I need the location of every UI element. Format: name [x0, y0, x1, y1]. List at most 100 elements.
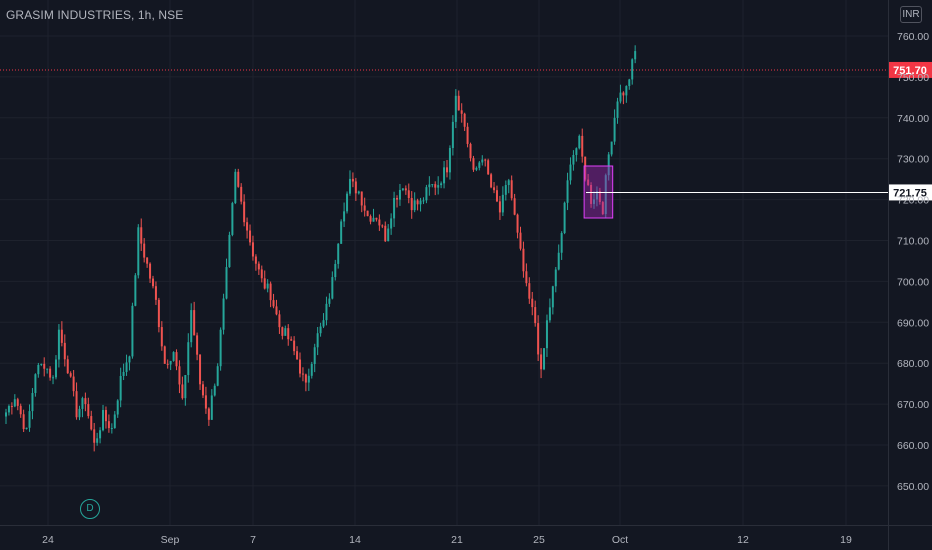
candle: [384, 221, 387, 242]
candle: [152, 275, 154, 289]
candle: [548, 298, 551, 323]
candle: [448, 145, 451, 180]
candle: [545, 314, 548, 357]
candle: [52, 375, 55, 385]
candle: [472, 155, 475, 172]
candle: [110, 423, 113, 434]
candle: [310, 361, 313, 379]
candle: [25, 427, 28, 430]
candle: [216, 363, 219, 387]
candle: [481, 155, 484, 166]
candle: [543, 348, 546, 371]
candle: [160, 321, 163, 351]
y-tick-label: 650.00: [897, 481, 929, 493]
candle: [7, 404, 10, 416]
candle: [222, 293, 225, 335]
candle: [504, 180, 507, 201]
candle: [598, 187, 601, 205]
candle: [72, 370, 75, 397]
candle: [90, 410, 93, 431]
candle: [231, 201, 234, 237]
candle: [122, 363, 125, 381]
candle: [616, 97, 619, 124]
candle: [398, 183, 401, 206]
candle: [75, 382, 78, 420]
candle: [34, 373, 37, 397]
candle: [301, 367, 304, 382]
candle: [619, 84, 622, 104]
candle: [534, 300, 537, 327]
candle: [313, 343, 316, 373]
candle: [495, 185, 498, 203]
candle: [372, 208, 375, 222]
y-tick-label: 680.00: [897, 358, 929, 370]
candle: [125, 354, 128, 376]
candle: [140, 218, 143, 251]
candle: [104, 406, 107, 429]
candle: [40, 363, 43, 367]
candle: [207, 407, 210, 426]
candle: [375, 217, 378, 222]
candle: [566, 172, 569, 211]
candle: [393, 191, 396, 227]
candle: [293, 336, 296, 356]
candle: [584, 156, 587, 182]
candle: [343, 202, 346, 228]
candle: [190, 303, 193, 348]
x-tick-label: Sep: [161, 534, 180, 546]
candle: [290, 336, 293, 341]
candle: [560, 231, 563, 260]
candle: [443, 161, 446, 189]
candle: [46, 368, 49, 374]
candle: [557, 244, 560, 271]
candle: [478, 160, 481, 171]
candle: [410, 191, 413, 219]
candle: [581, 128, 584, 163]
candle: [66, 355, 69, 374]
candle: [475, 166, 478, 172]
candle: [396, 195, 399, 208]
candle: [16, 397, 19, 411]
candle: [357, 190, 360, 195]
candle: [387, 224, 390, 242]
candle: [99, 427, 102, 444]
candles: [5, 45, 637, 452]
currency-badge[interactable]: INR: [900, 6, 922, 23]
candle: [469, 142, 472, 162]
candle: [193, 301, 196, 336]
y-tick-label: 710.00: [897, 236, 929, 248]
candle: [463, 112, 466, 131]
last-price-tag: 751.70: [889, 61, 932, 78]
candle: [487, 158, 490, 175]
candle: [149, 262, 152, 283]
candle: [351, 172, 354, 188]
candle: [175, 349, 178, 371]
candle: [528, 277, 531, 304]
dividend-marker-icon[interactable]: D: [80, 499, 100, 519]
candle: [281, 326, 284, 340]
candle: [440, 181, 443, 189]
candle: [166, 359, 169, 369]
candle: [354, 177, 357, 201]
x-tick-label: 14: [349, 534, 361, 546]
candle: [213, 383, 216, 397]
candle: [381, 224, 384, 229]
y-tick-label: 700.00: [897, 276, 929, 288]
candle: [425, 184, 428, 204]
candle: [254, 254, 257, 271]
candle: [60, 321, 63, 347]
candle: [460, 103, 463, 123]
candle: [19, 403, 22, 418]
candle: [572, 150, 575, 171]
candle: [334, 259, 337, 281]
candle: [81, 396, 84, 418]
candle: [369, 214, 372, 225]
candle: [78, 405, 81, 421]
candle: [260, 265, 263, 283]
candle: [134, 273, 137, 307]
y-tick-label: 660.00: [897, 440, 929, 452]
candle: [22, 409, 25, 433]
overlays: 751.70 721.75: [0, 61, 932, 219]
